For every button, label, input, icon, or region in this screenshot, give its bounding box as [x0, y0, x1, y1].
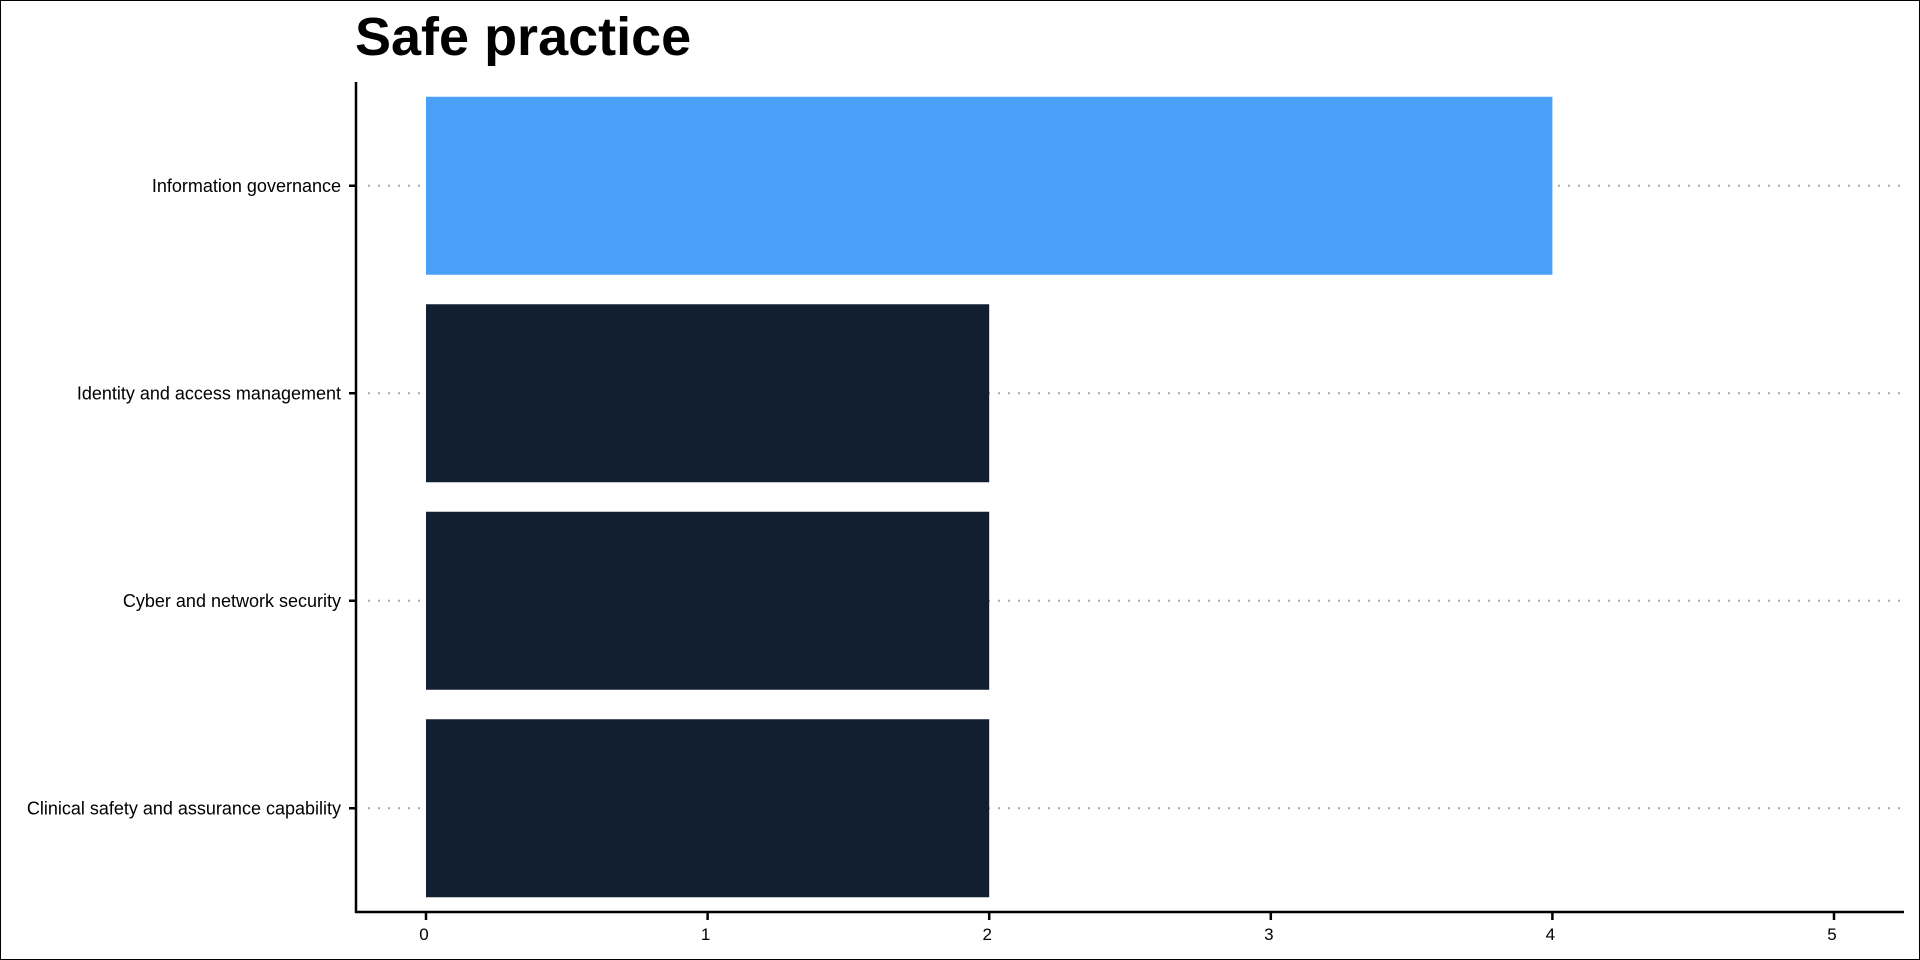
- x-tick-label: 4: [1546, 925, 1555, 944]
- bars: [426, 96, 1553, 898]
- gridlines: [368, 184, 1904, 810]
- x-tick-label: 5: [1827, 925, 1836, 944]
- category-label: Information governance: [152, 176, 341, 196]
- category-label: Clinical safety and assurance capability: [27, 798, 341, 818]
- bar: [426, 719, 990, 898]
- x-tick-label: 0: [419, 925, 428, 944]
- bar: [426, 304, 990, 483]
- category-label: Cyber and network security: [123, 591, 341, 611]
- category-label: Identity and access management: [77, 383, 341, 403]
- chart-title: Safe practice: [355, 7, 692, 67]
- x-tick-label: 1: [701, 925, 710, 944]
- axes: Information governance Identity and acces…: [27, 82, 1904, 944]
- x-tick-label: 2: [982, 925, 991, 944]
- bar: [426, 511, 990, 690]
- x-tick-label: 3: [1264, 925, 1273, 944]
- bar: [426, 96, 1553, 275]
